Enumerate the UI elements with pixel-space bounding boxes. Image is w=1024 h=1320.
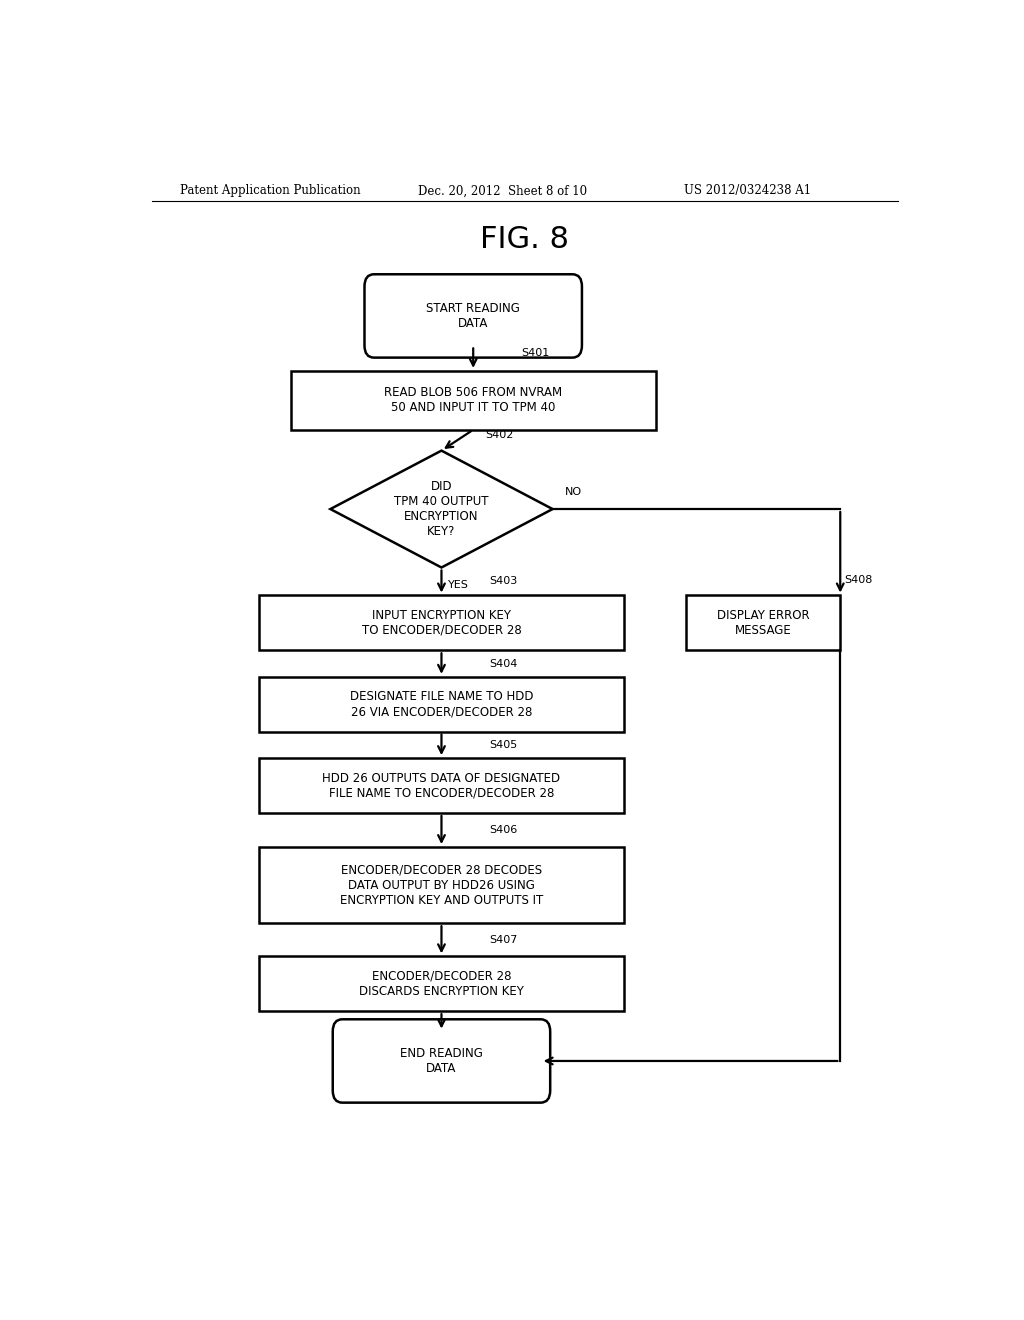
Text: S408: S408 bbox=[844, 576, 872, 585]
Text: YES: YES bbox=[447, 579, 469, 590]
Text: INPUT ENCRYPTION KEY
TO ENCODER/DECODER 28: INPUT ENCRYPTION KEY TO ENCODER/DECODER … bbox=[361, 609, 521, 636]
Text: US 2012/0324238 A1: US 2012/0324238 A1 bbox=[684, 185, 811, 198]
Text: DESIGNATE FILE NAME TO HDD
26 VIA ENCODER/DECODER 28: DESIGNATE FILE NAME TO HDD 26 VIA ENCODE… bbox=[350, 690, 534, 718]
Text: NO: NO bbox=[564, 487, 582, 496]
Text: ENCODER/DECODER 28 DECODES
DATA OUTPUT BY HDD26 USING
ENCRYPTION KEY AND OUTPUTS: ENCODER/DECODER 28 DECODES DATA OUTPUT B… bbox=[340, 863, 543, 907]
FancyBboxPatch shape bbox=[333, 1019, 550, 1102]
Text: DISPLAY ERROR
MESSAGE: DISPLAY ERROR MESSAGE bbox=[717, 609, 809, 636]
Text: S403: S403 bbox=[489, 577, 517, 586]
Text: Patent Application Publication: Patent Application Publication bbox=[179, 185, 360, 198]
Bar bbox=[259, 595, 624, 651]
Bar bbox=[259, 758, 624, 813]
Text: S404: S404 bbox=[489, 659, 517, 668]
Bar bbox=[259, 677, 624, 731]
Text: S407: S407 bbox=[489, 935, 517, 945]
FancyBboxPatch shape bbox=[365, 275, 582, 358]
Polygon shape bbox=[331, 450, 553, 568]
Text: END READING
DATA: END READING DATA bbox=[400, 1047, 483, 1074]
Text: S406: S406 bbox=[489, 825, 517, 836]
Text: S402: S402 bbox=[485, 430, 513, 441]
Text: READ BLOB 506 FROM NVRAM
50 AND INPUT IT TO TPM 40: READ BLOB 506 FROM NVRAM 50 AND INPUT IT… bbox=[384, 387, 562, 414]
Bar bbox=[291, 371, 655, 430]
Text: START READING
DATA: START READING DATA bbox=[426, 302, 520, 330]
Text: FIG. 8: FIG. 8 bbox=[480, 226, 569, 255]
Text: S405: S405 bbox=[489, 741, 517, 750]
Text: HDD 26 OUTPUTS DATA OF DESIGNATED
FILE NAME TO ENCODER/DECODER 28: HDD 26 OUTPUTS DATA OF DESIGNATED FILE N… bbox=[323, 771, 560, 800]
Bar bbox=[685, 595, 841, 651]
Bar bbox=[259, 847, 624, 923]
Bar bbox=[259, 956, 624, 1011]
Text: ENCODER/DECODER 28
DISCARDS ENCRYPTION KEY: ENCODER/DECODER 28 DISCARDS ENCRYPTION K… bbox=[359, 970, 524, 998]
Text: Dec. 20, 2012  Sheet 8 of 10: Dec. 20, 2012 Sheet 8 of 10 bbox=[418, 185, 587, 198]
Text: DID
TPM 40 OUTPUT
ENCRYPTION
KEY?: DID TPM 40 OUTPUT ENCRYPTION KEY? bbox=[394, 480, 488, 539]
Text: S401: S401 bbox=[521, 348, 549, 358]
